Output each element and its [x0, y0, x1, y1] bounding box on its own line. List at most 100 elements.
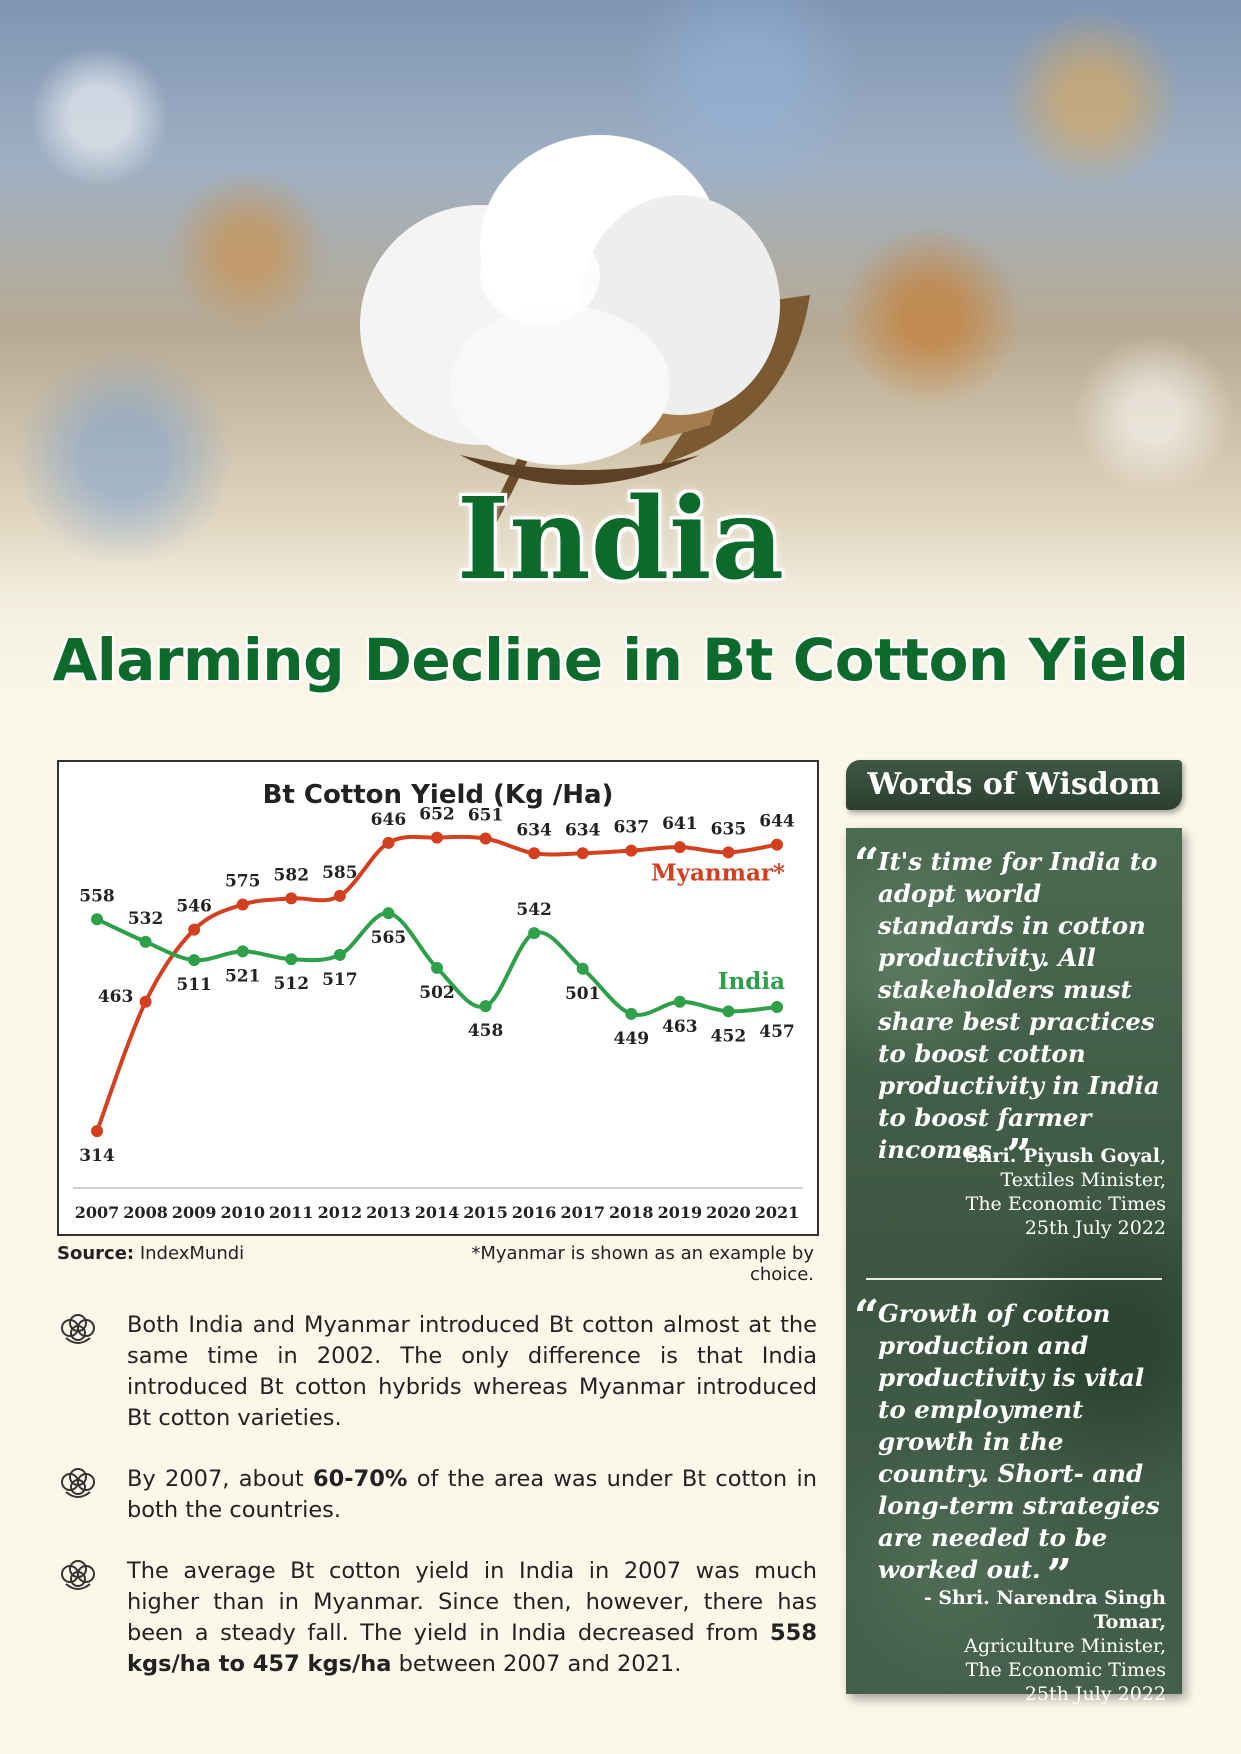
india-data-label: 542 [516, 900, 552, 920]
quote-1-role: Textiles Minister, [1000, 1169, 1167, 1191]
myanmar-point [91, 1125, 103, 1138]
wisdom-heading: Words of Wisdom [846, 760, 1182, 810]
myanmar-data-label: 646 [371, 810, 407, 830]
myanmar-data-label: 582 [274, 865, 310, 885]
india-data-label: 501 [565, 984, 601, 1004]
bullet-item: The average Bt cotton yield in India in … [57, 1556, 817, 1680]
quote-1-date: 25th July 2022 [1024, 1217, 1166, 1239]
myanmar-data-label: 637 [614, 818, 650, 838]
myanmar-data-label: 652 [419, 805, 455, 825]
myanmar-data-label: 314 [79, 1146, 115, 1166]
open-quote-icon: “ [854, 839, 880, 890]
page-subtitle: Alarming Decline in Bt Cotton Yield [52, 626, 1189, 694]
myanmar-data-label: 651 [468, 806, 504, 826]
quote-2-text: Growth of cotton production and producti… [878, 1299, 1160, 1584]
wisdom-panel: “It's time for India to adopt world stan… [846, 828, 1182, 1705]
india-point [673, 995, 686, 1008]
myanmar-point [236, 898, 249, 911]
myanmar-point [771, 838, 783, 851]
india-data-label: 458 [468, 1021, 504, 1041]
x-tick-label: 2015 [463, 1203, 508, 1222]
bullet-item: By 2007, about 60-70% of the area was un… [57, 1464, 817, 1526]
india-data-label: 532 [128, 909, 164, 929]
close-quote-icon: ” [1046, 1550, 1072, 1601]
quote-2-role: Agriculture Minister, [964, 1635, 1166, 1657]
quote-1-attribution: - Shri. Piyush Goyal, Textiles Minister,… [866, 1144, 1167, 1240]
india-data-label: 521 [225, 966, 261, 986]
myanmar-point [139, 995, 152, 1008]
myanmar-point [188, 923, 201, 936]
x-tick-label: 2007 [75, 1203, 120, 1222]
myanmar-point [382, 836, 395, 849]
india-point [236, 945, 249, 958]
india-point [625, 1007, 638, 1020]
myanmar-point [528, 847, 541, 860]
myanmar-point [431, 831, 443, 844]
chart-footnote: *Myanmar is shown as an example by choic… [471, 1243, 814, 1285]
bullet-text: of the area was under Bt cotton in both … [127, 1466, 817, 1523]
x-tick-label: 2012 [318, 1203, 363, 1222]
bullet-text: By 2007, about [127, 1466, 313, 1492]
quote-divider [866, 1278, 1162, 1280]
myanmar-series-label: Myanmar* [651, 860, 785, 887]
source-value: IndexMundi [139, 1243, 245, 1264]
india-data-label: 565 [371, 928, 407, 948]
bullet-text: 60-70% [312, 1466, 408, 1492]
india-point [382, 907, 395, 920]
cotton-boll-image [360, 135, 810, 528]
myanmar-data-label: 644 [759, 812, 795, 832]
india-point [431, 961, 443, 974]
myanmar-data-label: 641 [662, 814, 698, 834]
india-point [91, 913, 103, 926]
myanmar-point [479, 832, 492, 845]
myanmar-data-label: 546 [176, 897, 212, 917]
source-label: Source: [57, 1243, 135, 1264]
yield-chart-svg: Bt Cotton Yield (Kg /Ha) 2007 2008 2009 2010… [73, 780, 803, 1222]
cotton-boll-icon [61, 1468, 95, 1498]
page-title: India [456, 474, 785, 605]
chart-title: Bt Cotton Yield (Kg /Ha) [263, 780, 614, 810]
bullet-list: Both India and Myanmar introduced Bt cot… [57, 1310, 817, 1710]
bullet-item: Both India and Myanmar introduced Bt cot… [57, 1310, 817, 1434]
x-tick-label: 2010 [220, 1203, 265, 1222]
bullet-text: between 2007 and 2021. [391, 1651, 682, 1677]
open-quote-icon: “ [854, 1291, 880, 1342]
myanmar-data-label: 575 [225, 872, 261, 892]
india-data-label: 502 [419, 983, 455, 1003]
x-tick-label: 2021 [755, 1203, 800, 1222]
india-point [139, 935, 152, 948]
x-tick-label: 2018 [609, 1203, 654, 1222]
quote-2-date: 25th July 2022 [1024, 1683, 1166, 1705]
quote-1-text: It's time for India to adopt world stand… [878, 847, 1160, 1164]
x-tick-label: 2014 [415, 1203, 460, 1222]
india-data-label: 452 [711, 1026, 747, 1046]
myanmar-point [673, 841, 686, 854]
india-data-label: 517 [322, 970, 358, 990]
x-tick-label: 2009 [172, 1203, 217, 1222]
india-data-label: 558 [79, 886, 115, 906]
india-point [771, 1000, 783, 1013]
india-data-label: 457 [759, 1022, 795, 1042]
myanmar-point [576, 847, 589, 860]
x-tick-label: 2016 [512, 1203, 557, 1222]
x-tick-label: 2019 [658, 1203, 703, 1222]
x-tick-label: 2011 [269, 1203, 314, 1222]
india-data-label: 512 [274, 974, 310, 994]
bullet-text: Both India and Myanmar introduced Bt cot… [127, 1312, 817, 1431]
india-point [188, 954, 201, 967]
india-point [285, 953, 298, 966]
myanmar-data-label: 634 [565, 820, 601, 840]
india-point [722, 1005, 735, 1018]
myanmar-data-label: 634 [516, 820, 552, 840]
x-tick-label: 2013 [366, 1203, 411, 1222]
quote-1-source: The Economic Times [965, 1193, 1166, 1215]
x-tick-label: 2008 [123, 1203, 168, 1222]
india-point [528, 927, 541, 940]
myanmar-point [722, 846, 735, 859]
quote-2: “Growth of cotton production and product… [854, 1295, 1168, 1601]
cotton-boll-icon [61, 1314, 95, 1344]
bullet-text: The average Bt cotton yield in India in … [127, 1558, 817, 1646]
india-data-label: 463 [662, 1017, 698, 1037]
x-tick-label: 2017 [560, 1203, 605, 1222]
x-tick-label: 2020 [706, 1203, 751, 1222]
